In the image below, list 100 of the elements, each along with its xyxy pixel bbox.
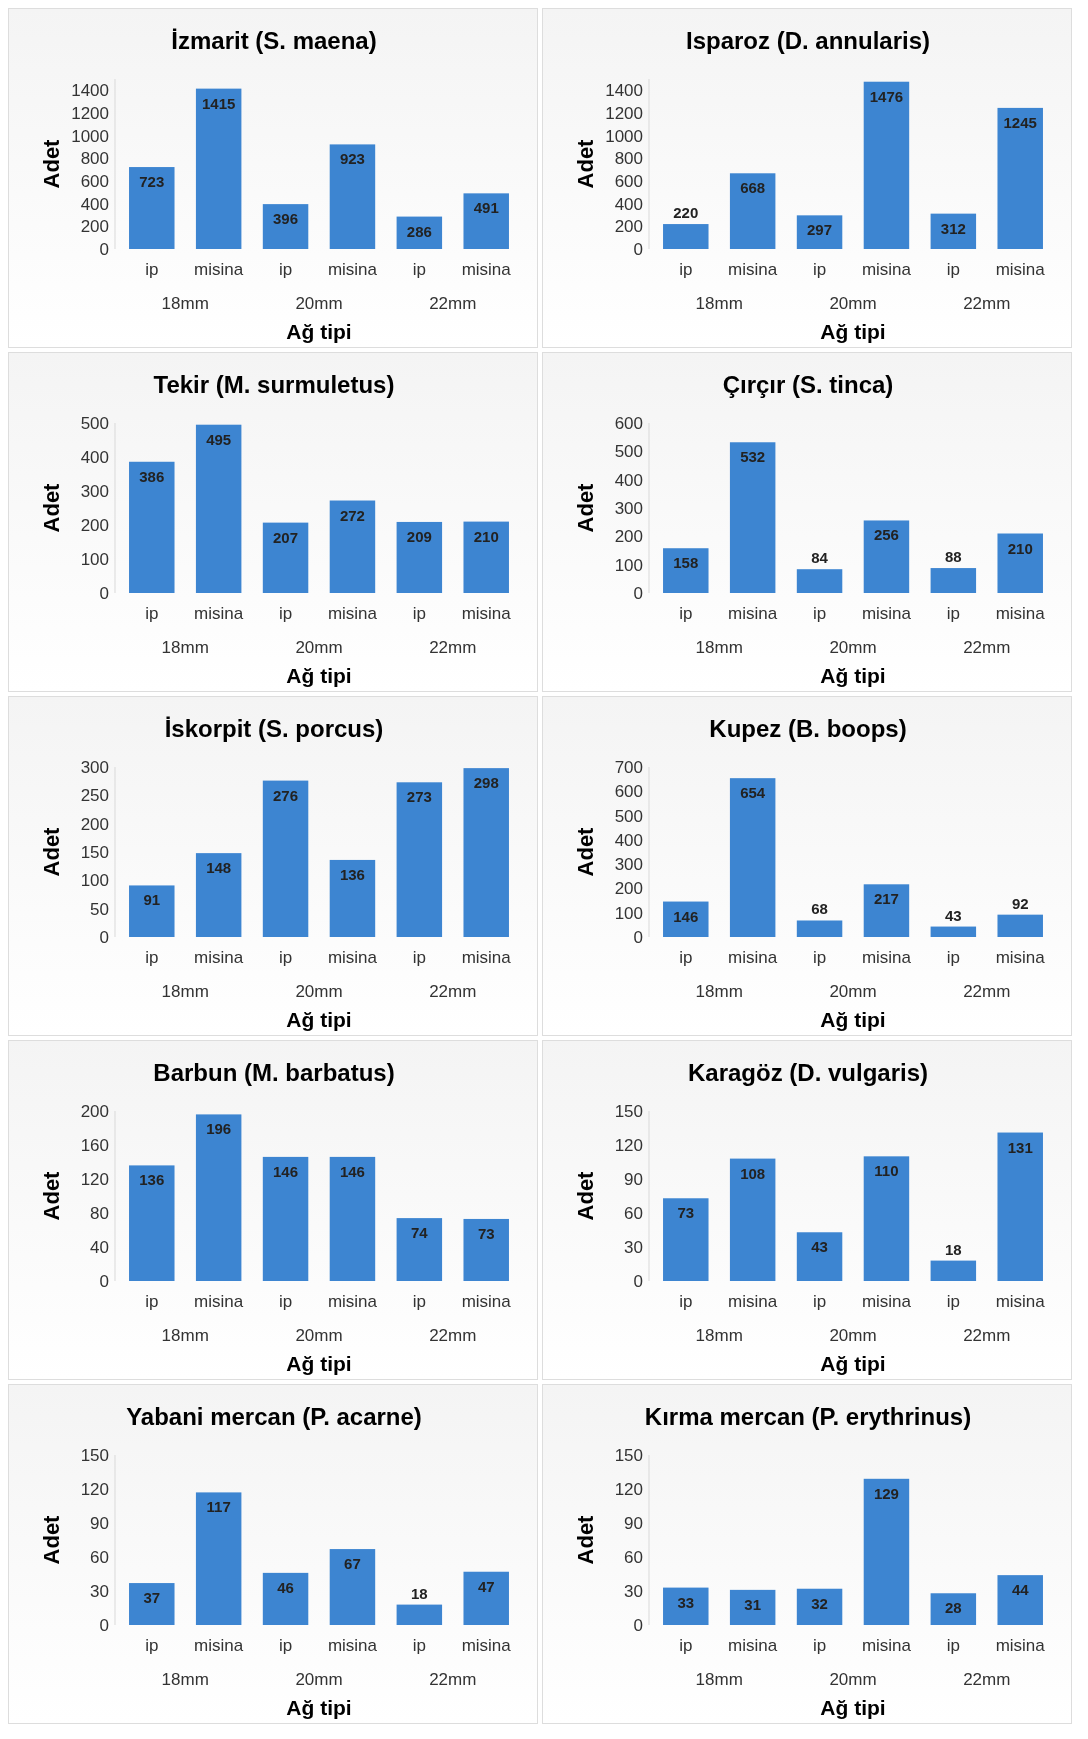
text: 18mm	[695, 982, 743, 1001]
y-axis-title: Adet	[39, 482, 64, 533]
x-axis-title: Ağ tipi	[286, 664, 352, 687]
y-tick-label: 90	[624, 1514, 643, 1533]
y-tick-label: 60	[624, 1548, 643, 1567]
chart-title: Çırçır (S. tinca)	[722, 371, 894, 398]
x-axis-title: Ağ tipi	[286, 1696, 352, 1719]
chart-title: Kupez (B. boops)	[709, 715, 907, 742]
x-tick-label: misina	[861, 260, 912, 279]
y-tick-label: 200	[614, 217, 643, 237]
data-label: 43	[944, 906, 962, 924]
x-tick-label: ip	[812, 1636, 827, 1655]
y-tick-label: 400	[80, 194, 109, 214]
data-label: 532	[740, 448, 766, 466]
x-tick-label: misina	[327, 260, 378, 279]
data-label: 491	[473, 199, 499, 217]
x-tick-label: ip	[946, 948, 960, 967]
x-axis-title: Ağ tipi	[286, 1008, 352, 1031]
y-tick-label: 60	[90, 1548, 109, 1567]
y-tick-label: 1200	[605, 104, 643, 123]
y-tick-label: 400	[614, 470, 643, 490]
y-tick-label: 150	[614, 1102, 643, 1121]
x-tick-label: misina	[461, 260, 512, 279]
text: 20mm	[829, 294, 877, 313]
x-axis-title: Ağ tipi	[286, 1352, 352, 1375]
y-tick-label: 400	[80, 448, 109, 467]
chart-title: İzmarit (S. maena)	[171, 27, 377, 54]
y-tick-label: 160	[80, 1136, 109, 1155]
x-tick-label: misina	[995, 948, 1046, 967]
y-axis-title: Adet	[573, 138, 598, 189]
y-tick-label: 0	[633, 240, 643, 259]
y-tick-label: 200	[80, 217, 109, 237]
x-tick-label: ip	[812, 948, 827, 967]
x-tick-label: misina	[194, 604, 244, 623]
text: 20mm	[295, 638, 343, 657]
y-tick-label: 400	[614, 830, 643, 850]
x-tick-label: misina	[861, 1636, 912, 1655]
y-axis-title: Adet	[39, 138, 64, 189]
data-label: 654	[740, 784, 766, 802]
text: 18mm	[161, 1326, 209, 1345]
text: 22mm	[429, 1326, 477, 1345]
y-tick-label: 800	[614, 149, 643, 169]
y-tick-label: 50	[90, 899, 109, 919]
data-label: 37	[143, 1589, 161, 1607]
y-tick-label: 1400	[71, 81, 109, 101]
data-label: 209	[406, 527, 432, 545]
x-tick-label: ip	[812, 604, 827, 623]
y-tick-label: 30	[90, 1582, 109, 1601]
x-tick-label: misina	[327, 1292, 378, 1311]
text: 18mm	[161, 294, 209, 313]
x-tick-label: misina	[728, 604, 778, 623]
x-tick-label: misina	[728, 260, 778, 279]
text: 20mm	[295, 1670, 343, 1689]
y-tick-label: 0	[633, 1616, 643, 1635]
x-tick-label: misina	[327, 1636, 378, 1655]
data-label: 32	[811, 1594, 828, 1612]
x-tick-label: ip	[812, 1292, 827, 1311]
chart-title: İskorpit (S. porcus)	[164, 715, 384, 742]
x-tick-label: misina	[327, 604, 378, 623]
data-label: 28	[944, 1599, 962, 1617]
data-label: 210	[1007, 539, 1033, 557]
y-tick-label: 100	[80, 550, 109, 569]
y-tick-label: 30	[624, 1238, 643, 1257]
x-tick-label: ip	[412, 1292, 426, 1311]
text: 20mm	[829, 638, 877, 657]
x-tick-label: misina	[461, 604, 512, 623]
y-axis-title: Adet	[573, 1514, 598, 1565]
text: 22mm	[963, 294, 1011, 313]
x-tick-label: misina	[995, 1292, 1046, 1311]
x-tick-label: ip	[145, 1292, 159, 1311]
y-tick-label: 300	[80, 758, 109, 777]
x-tick-label: misina	[194, 1292, 244, 1311]
data-label: 495	[206, 430, 232, 448]
y-tick-label: 40	[90, 1238, 109, 1257]
data-label: 67	[344, 1555, 361, 1573]
x-tick-label: misina	[861, 604, 912, 623]
text: 18mm	[695, 1670, 743, 1689]
y-tick-label: 0	[633, 584, 643, 603]
data-label: 74	[410, 1224, 429, 1242]
data-label: 1415	[201, 94, 236, 112]
data-label: 46	[277, 1578, 294, 1596]
x-tick-label: ip	[679, 1292, 693, 1311]
y-axis-title: Adet	[39, 1514, 64, 1565]
text: 22mm	[963, 982, 1011, 1001]
x-tick-label: ip	[946, 1292, 960, 1311]
y-tick-label: 120	[614, 1136, 643, 1155]
y-axis-title: Adet	[573, 482, 598, 533]
chart-title: Kırma mercan (P. erythrinus)	[644, 1403, 972, 1430]
y-tick-label: 1000	[605, 126, 643, 146]
data-label: 88	[944, 548, 962, 566]
data-label: 73	[677, 1204, 695, 1222]
data-label: 92	[1011, 894, 1029, 912]
y-tick-label: 80	[90, 1204, 109, 1223]
text: 22mm	[429, 294, 477, 313]
x-tick-label: ip	[946, 1636, 960, 1655]
data-label: 136	[339, 865, 365, 883]
y-tick-label: 150	[80, 843, 109, 862]
x-tick-label: ip	[278, 260, 293, 279]
data-label: 668	[740, 179, 766, 197]
data-label: 146	[339, 1162, 365, 1180]
